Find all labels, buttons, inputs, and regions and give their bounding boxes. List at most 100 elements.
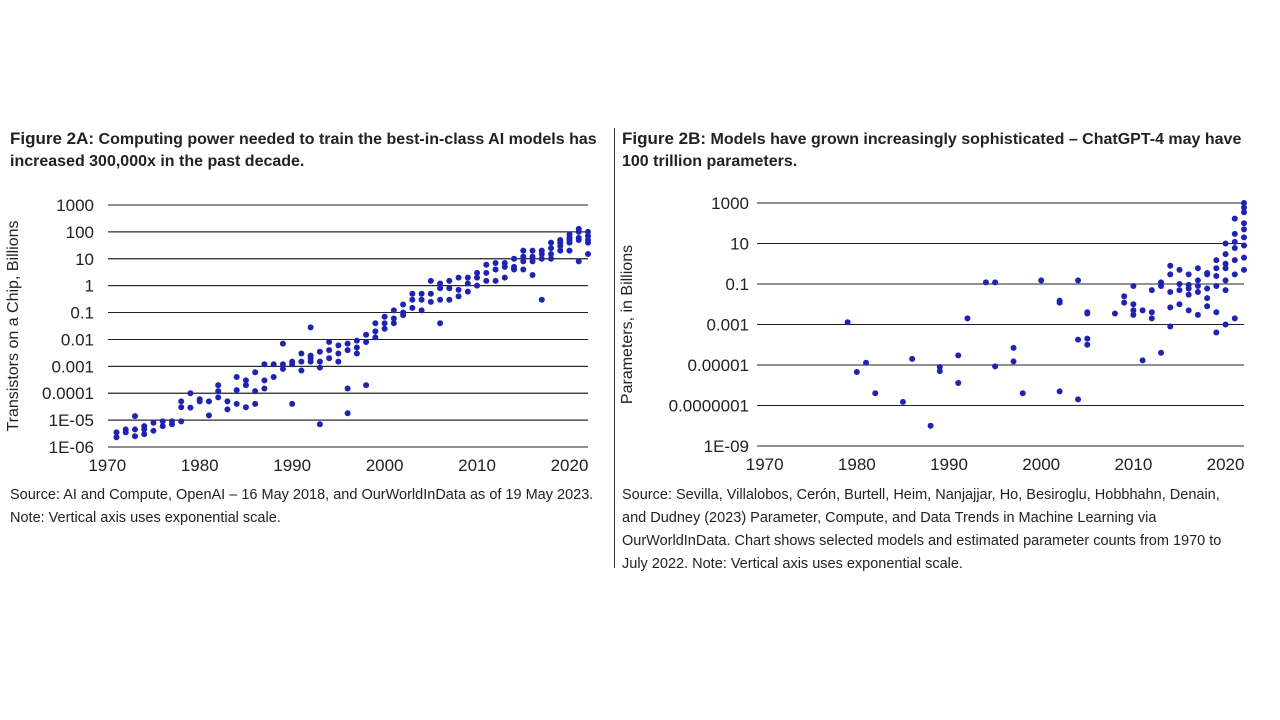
figure-2b-data-point (1213, 282, 1220, 289)
figure-2a-x-tick-label: 1970 (88, 456, 126, 475)
figure-2a-y-tick-label: 100 (66, 223, 94, 242)
figure-2a-data-point (141, 426, 148, 433)
figure-2a-data-point (326, 339, 333, 346)
figure-2a-data-point (474, 269, 481, 276)
figure-2b-data-point (1148, 309, 1155, 316)
figure-2a-data-point (501, 259, 508, 266)
figure-2b-data-point (1148, 287, 1155, 294)
figure-2a-data-point (446, 285, 453, 292)
figure-2a-data-point (261, 377, 268, 384)
figure-2a-data-point (159, 418, 166, 425)
figure-2a-data-point (289, 400, 296, 407)
figure-2b-y-tick-label: 10 (730, 235, 749, 254)
figure-2a-data-point (196, 398, 203, 405)
figure-2a-data-point (409, 290, 416, 297)
figure-2b-data-point (1139, 357, 1146, 364)
figure-2b-data-point (1167, 271, 1174, 278)
figure-2b-data-point (1204, 303, 1211, 310)
figure-2b-data-point (853, 369, 860, 376)
figure-2a-data-point (252, 388, 259, 395)
figure-2b-source: Source: Sevilla, Villalobos, Cerón, Burt… (622, 487, 1222, 572)
figure-2a-data-point (205, 412, 212, 419)
figure-2a-data-point (557, 242, 564, 249)
figure-2a-x-tick-label: 1980 (181, 456, 219, 475)
figure-2a-data-point (150, 419, 157, 426)
figure-2a-data-point (557, 247, 564, 254)
figure-2b-data-point (1213, 257, 1220, 264)
figure-2a-data-point (372, 334, 379, 341)
figure-2a-data-point (492, 277, 499, 284)
figure-2a-data-point (113, 434, 120, 441)
figure-2a-data-point (242, 377, 249, 384)
figure-2b-data-point (899, 398, 906, 405)
figure-2b-x-tick-label: 2000 (1022, 455, 1060, 474)
figure-2a-data-point (548, 255, 555, 262)
figure-2b-data-point (936, 363, 943, 370)
figure-2b-data-point (1084, 341, 1091, 348)
figure-2b-data-point (1084, 310, 1091, 317)
figure-2a-data-point (427, 290, 434, 297)
figure-2b-data-point (1056, 388, 1063, 395)
figure-2a-data-point (474, 274, 481, 281)
figure-2b-data-point (1019, 390, 1026, 397)
figure-2b-data-point (1222, 251, 1229, 258)
figure-2a-label: Figure 2A: (10, 129, 95, 148)
figure-2a-data-point (501, 274, 508, 281)
figure-2a-data-point (353, 337, 360, 344)
figure-2a-data-point (492, 259, 499, 266)
figure-2a-data-point (224, 398, 231, 405)
figure-2a-data-point (400, 312, 407, 319)
figure-2b-data-point (992, 363, 999, 370)
figure-2b-data-point (964, 315, 971, 322)
figure-2b-data-point (1231, 315, 1238, 322)
figure-2a-data-point (131, 413, 138, 420)
figure-2a-y-tick-label: 1 (85, 277, 94, 296)
figure-2a-data-point (141, 431, 148, 438)
figure-2a-data-point (215, 382, 222, 389)
figure-2a-data-point (538, 247, 545, 254)
figure-2a-x-tick-label: 2010 (458, 456, 496, 475)
figure-2a-data-point (446, 296, 453, 303)
figure-2a-data-point (437, 320, 444, 327)
figure-2a-data-point (372, 328, 379, 335)
figure-2a-data-point (335, 350, 342, 357)
figure-2a-data-point (344, 410, 351, 417)
figure-2b-data-point (1139, 307, 1146, 314)
figure-2a-data-point (409, 296, 416, 303)
figure-2a-source: Source: AI and Compute, OpenAI – 16 May … (10, 487, 594, 526)
figure-2a-data-point (566, 239, 573, 246)
figure-2a-gridlines (108, 204, 588, 448)
figure-2b-data-point (1222, 260, 1229, 267)
figure-2a-data-point (520, 266, 527, 273)
figure-2a-data-point (307, 324, 314, 331)
figure-2a-data-point (252, 369, 259, 376)
figure-2a-data-point (131, 433, 138, 440)
figure-2a-data-point (298, 367, 305, 374)
figure-2a-data-point (150, 427, 157, 434)
figure-2a-y-axis-label: Transistors on a Chip, Billions (5, 220, 22, 431)
figure-2a-data-point (326, 355, 333, 362)
figure-2a-data-point (418, 290, 425, 297)
figure-2a-data-point (511, 255, 518, 262)
figure-2b-data-point (1185, 271, 1192, 278)
figure-2b-data-point (1130, 311, 1137, 318)
figure-2a-data-point (548, 239, 555, 246)
figure-2a-y-tick-label: 0.0001 (42, 384, 94, 403)
figure-2a-data-point (390, 320, 397, 327)
figure-2b-data-point (1148, 315, 1155, 322)
figure-2b-data-point (1176, 287, 1183, 294)
figure-2b-title: Figure 2B: Models have grown increasingl… (622, 128, 1262, 173)
figure-2b-data-point (1204, 269, 1211, 276)
figure-2b-data-point (1231, 238, 1238, 245)
figure-2a-y-tick-label: 10 (75, 250, 94, 269)
figure-2a-data-point (307, 355, 314, 362)
figure-2a-data-point (289, 361, 296, 368)
figure-2b-data-point (1167, 262, 1174, 269)
figure-2a-data-point (483, 277, 490, 284)
figure-2b-data-point (1075, 277, 1082, 284)
figure-2a-data-point (585, 228, 591, 235)
figure-2b-data-point (1010, 358, 1017, 365)
figure-2a-data-point (483, 269, 490, 276)
figure-2b-data-point (1176, 266, 1183, 273)
